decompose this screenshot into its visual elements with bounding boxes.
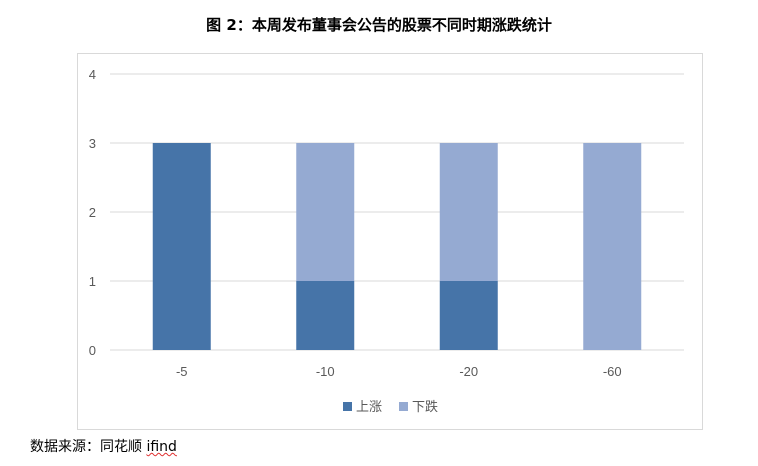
- chart-title: 图 2：本周发布董事会公告的股票不同时期涨跌统计: [206, 16, 552, 34]
- legend-swatch: [343, 402, 352, 411]
- x-tick-label: -60: [603, 364, 622, 379]
- y-tick-label: 2: [89, 205, 96, 220]
- y-tick-label: 3: [89, 136, 96, 151]
- source-brand: ifind: [146, 439, 177, 455]
- y-tick-label: 0: [89, 343, 96, 358]
- bar-up-m10: [296, 281, 355, 350]
- legend-label: 下跌: [412, 399, 438, 415]
- y-tick-label: 4: [89, 67, 96, 82]
- legend-label: 上涨: [356, 400, 382, 415]
- bar-down-m60: [583, 143, 642, 350]
- bar-down-m20: [439, 143, 498, 281]
- bar-up-m5: [152, 143, 211, 350]
- data-source-note: 数据来源：同花顺 ifind: [30, 436, 177, 456]
- legend-swatch: [399, 402, 408, 411]
- x-axis-ticks: -5 -10 -20 -60: [176, 364, 622, 379]
- x-tick-label: -10: [316, 364, 335, 379]
- y-axis-ticks: 0 1 2 3 4: [89, 67, 96, 358]
- x-tick-label: -5: [176, 364, 188, 379]
- legend: 上涨 下跌: [343, 399, 438, 415]
- chart-frame: [77, 53, 703, 430]
- bars: [152, 143, 642, 350]
- bar-down-m10: [296, 143, 355, 281]
- source-prefix: 数据来源：同花顺: [30, 439, 147, 455]
- bar-up-m20: [439, 281, 498, 350]
- y-tick-label: 1: [89, 274, 96, 289]
- x-tick-label: -20: [459, 364, 478, 379]
